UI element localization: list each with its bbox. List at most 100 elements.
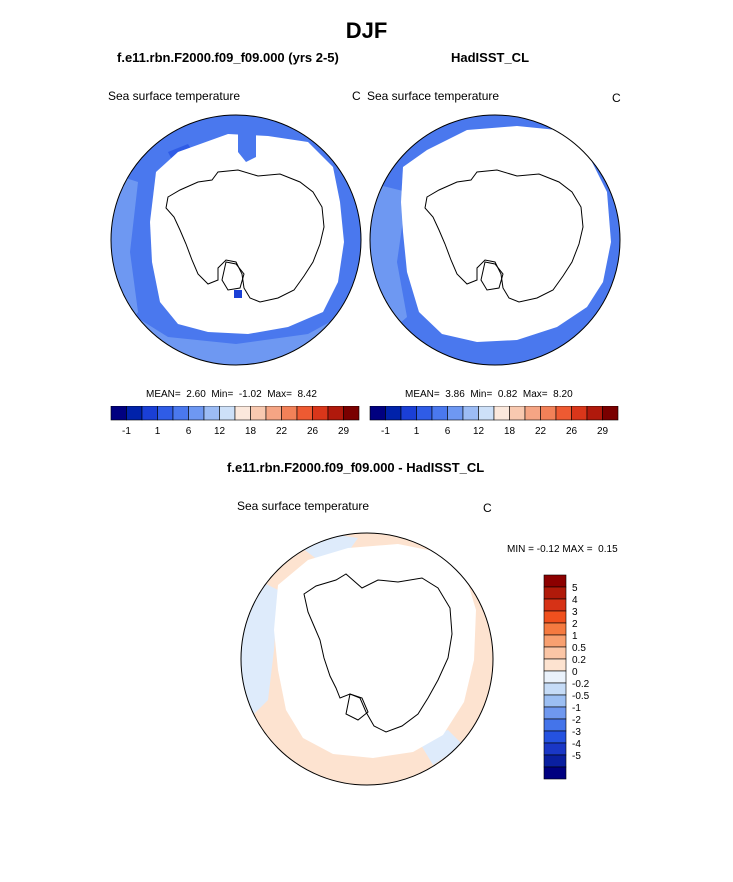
colorbar-tick-label: 6 [445,426,451,437]
map-right-obs-sst [369,114,621,366]
colorbar-swatch [265,406,282,421]
colorbar-swatch [586,406,603,421]
colorbar-swatch [602,406,619,421]
colorbar-swatch [543,646,567,660]
max-label: Max= [522,389,548,400]
colorbar-swatch [555,406,572,421]
colorbar-swatch [157,406,174,421]
colorbar-tick-label: -2 [572,715,581,726]
difference-units-label: C [483,501,492,515]
max-value: 8.42 [297,389,317,400]
colorbar-tick-label: -0.5 [572,691,590,702]
map-left-model-sst [110,114,362,366]
mean-value: 2.60 [186,389,206,400]
map-difference-sst [240,532,494,786]
panel-left-units-label: C [352,89,361,103]
colorbar-swatch [543,682,567,696]
colorbar-swatch [543,658,567,672]
colorbar-swatch [312,406,329,421]
min-label: Min= [470,389,493,400]
colorbar-swatch [141,406,158,421]
colorbar-swatch [543,670,567,684]
colorbar-swatch [543,622,567,636]
colorbar-swatch [343,406,360,421]
difference-field-label: Sea surface temperature [237,499,370,513]
colorbar-swatch [219,406,236,421]
colorbar-tick-label: 12 [214,426,226,437]
colorbar-tick-label: 26 [566,426,578,437]
colorbar-tick-label: 1 [155,426,161,437]
colorbar-swatch [509,406,526,421]
mean-label: MEAN= [405,389,440,400]
colorbar-swatch [188,406,205,421]
colorbar-swatch [543,706,567,720]
colorbar-swatch [327,406,344,421]
colorbar-swatch [543,766,567,780]
colorbar-swatch [540,406,557,421]
colorbar-tick-label: -3 [572,727,581,738]
panel-right-field-label: Sea surface temperature [367,89,500,103]
colorbar-tick-label: 0.2 [572,655,586,666]
colorbar-swatch [571,406,588,421]
colorbar-tick-label: 0.5 [572,643,586,654]
colorbar-left: -1 1 6 12 18 22 26 29 [110,406,360,437]
colorbar-swatch [462,406,479,421]
colorbar-swatch [543,598,567,612]
colorbar-tick-label: 5 [572,583,578,594]
colorbar-swatch [385,406,402,421]
panel-left-case-title: f.e11.rbn.F2000.f09_f09.000 (yrs 2-5) [117,50,339,65]
min-label: Min= [211,389,234,400]
colorbar-swatch [543,694,567,708]
page-title: DJF [345,18,388,43]
colorbar-swatch [478,406,495,421]
colorbar-swatch [281,406,298,421]
panel-left-stats: MEAN= 2.60 Min= -1.02 Max= 8.42 [146,389,317,400]
colorbar-swatch [110,406,127,421]
colorbar-tick-label: -1 [381,426,390,437]
colorbar-tick-label: 26 [307,426,319,437]
max-value: 0.15 [598,544,618,555]
colorbar-tick-label: 12 [473,426,485,437]
colorbar-swatch [369,406,386,421]
mean-label: MEAN= [146,389,181,400]
colorbar-swatch [203,406,220,421]
colorbar-swatch [250,406,267,421]
colorbar-tick-label: -1 [122,426,131,437]
min-value: -1.02 [238,389,262,400]
colorbar-tick-label: -0.2 [572,679,590,690]
colorbar-swatch [172,406,189,421]
max-label: Max= [267,389,292,400]
mean-value: 3.86 [445,389,465,400]
colorbar-tick-label: 29 [597,426,609,437]
colorbar-swatch [543,742,567,756]
min-value: -0.12 [536,544,560,555]
colorbar-swatch [493,406,510,421]
colorbar-tick-label: 3 [572,607,578,618]
difference-title: f.e11.rbn.F2000.f09_f09.000 - HadISST_CL [227,460,485,475]
colorbar-swatch [543,586,567,600]
difference-minmax: MIN = -0.12 MAX = 0.15 [507,544,618,555]
colorbar-swatch [543,754,567,768]
max-label: MAX = [562,544,593,555]
colorbar-swatch [431,406,448,421]
panel-right-units-label: C [612,91,621,105]
colorbar-swatch [543,730,567,744]
colorbar-tick-label: 4 [572,595,578,606]
colorbar-tick-label: -5 [572,751,581,762]
panel-right-case-title: HadISST_CL [451,50,530,65]
colorbar-tick-label: 1 [572,631,578,642]
min-label: MIN = [507,544,534,555]
colorbar-tick-label: 0 [572,667,578,678]
colorbar-tick-label: -1 [572,703,581,714]
colorbar-swatch [543,718,567,732]
colorbar-tick-label: 1 [414,426,420,437]
colorbar-tick-label: 22 [276,426,288,437]
colorbar-tick-label: -4 [572,739,581,750]
colorbar-swatch [126,406,143,421]
colorbar-tick-label: 6 [186,426,192,437]
colorbar-swatch [543,574,567,588]
colorbar-swatch [447,406,464,421]
min-value: 0.82 [497,389,518,400]
panel-right-stats: MEAN= 3.86 Min= 0.82 Max= 8.20 [405,389,573,400]
